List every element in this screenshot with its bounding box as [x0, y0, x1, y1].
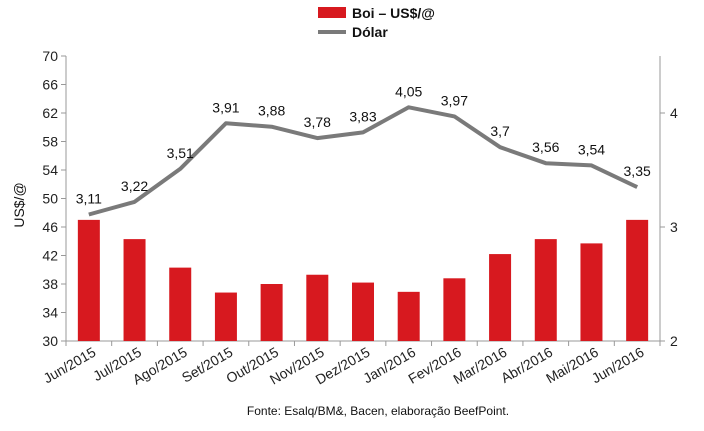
left-tick-label: 66 [42, 77, 58, 93]
bar [214, 292, 237, 341]
category-labels: Jun/2015Jul/2015Ago/2015Set/2015Out/2015… [40, 344, 646, 388]
left-tick-label: 42 [42, 248, 58, 264]
line-data-label: 3,7 [490, 123, 510, 139]
bar [123, 239, 146, 341]
line-data-label: 4,05 [395, 83, 422, 99]
right-tick-label: 4 [670, 105, 678, 121]
category-label: Jun/2016 [589, 344, 647, 387]
left-tick-label: 58 [42, 134, 58, 150]
bar [443, 278, 466, 341]
line-data-label: 3,91 [212, 99, 239, 115]
bar [352, 282, 374, 341]
bar [534, 239, 557, 341]
legend-bar-label: Boi – US$/@ [352, 5, 435, 21]
left-tick-label: 70 [42, 48, 58, 64]
bar [489, 254, 512, 341]
line-data-label: 3,83 [349, 108, 376, 124]
left-tick-label: 30 [42, 333, 58, 349]
right-tick-label: 2 [670, 333, 678, 349]
left-tick-label: 50 [42, 191, 58, 207]
source-note: Fonte: Esalq/BM&, Bacen, elaboração Beef… [247, 404, 509, 418]
line-data-label: 3,35 [624, 163, 651, 179]
legend-line-label: Dólar [352, 24, 388, 40]
line-series [88, 105, 639, 217]
bar [169, 267, 192, 341]
legend: Boi – US$/@ Dólar [318, 5, 435, 40]
data-labels: 3,11 3,22 3,51 3,91 3,88 3,78 3,83 4,05 3,97 3,7 3… [76, 83, 651, 206]
line-data-label: 3,78 [304, 114, 331, 130]
category-label: Jun/2015 [40, 344, 98, 387]
bar [397, 291, 420, 341]
left-tick-label: 62 [42, 105, 58, 121]
line-data-label: 3,88 [258, 103, 285, 119]
line-data-label: 3,22 [121, 178, 148, 194]
left-tick-label: 38 [42, 276, 58, 292]
left-tick-label: 34 [42, 305, 58, 321]
bar-series [77, 219, 649, 341]
bar [626, 219, 649, 341]
left-tick-label: 46 [42, 219, 58, 235]
right-tick-label: 3 [670, 219, 678, 235]
y-axis-label: US$/@ [11, 182, 27, 227]
line-data-label: 3,56 [532, 139, 559, 155]
line-data-label: 3,97 [441, 92, 468, 108]
dolar-line [88, 105, 639, 217]
bar [580, 243, 603, 341]
bar [306, 274, 329, 341]
line-data-label: 3,11 [76, 190, 102, 206]
bar [77, 219, 100, 341]
left-tick-label: 54 [42, 162, 58, 178]
line-data-label: 3,51 [167, 145, 194, 161]
bar [260, 284, 283, 341]
line-data-label: 3,54 [578, 141, 605, 157]
legend-bar-swatch [318, 7, 346, 18]
